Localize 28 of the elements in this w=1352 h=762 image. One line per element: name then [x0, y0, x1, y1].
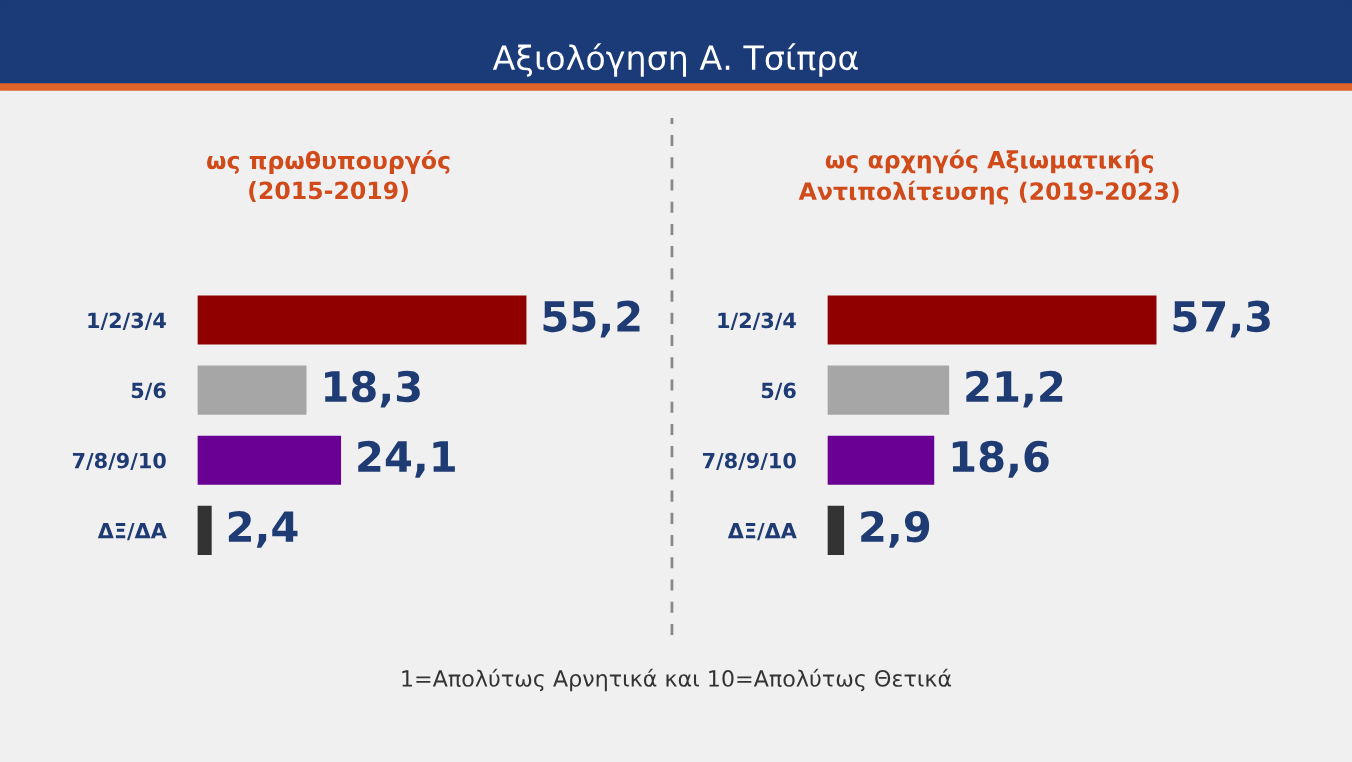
y-tick-label: ΔΞ/ΔΑ — [97, 523, 167, 541]
y-tick-label: 7/8/9/10 — [702, 452, 796, 471]
bar — [197, 295, 527, 345]
bar — [827, 505, 845, 555]
y-tick-label: ΔΞ/ΔΑ — [727, 523, 797, 541]
y-tick-label: 1/2/3/4 — [88, 312, 166, 330]
y-tick-label: 7/8/9/10 — [72, 452, 166, 471]
data-label: 24,1 — [358, 440, 455, 478]
chart-subtitle: ως πρωθυπουργός (2015-2019) — [207, 150, 450, 203]
bar — [827, 295, 1157, 345]
bar — [197, 365, 307, 415]
data-label: 18,6 — [952, 440, 1049, 478]
text: 1=Απολύτως Αρνητικά και 10=Απολύτως Θετικά — [402, 668, 952, 692]
data-label: 21,2 — [966, 370, 1063, 408]
bar — [197, 435, 342, 485]
bar — [827, 365, 950, 415]
bar — [197, 505, 212, 555]
y-tick-label: 5/6 — [761, 382, 796, 400]
data-label: 18,3 — [325, 370, 420, 408]
data-label: 2,9 — [861, 510, 930, 548]
data-label: 2,4 — [228, 510, 298, 548]
y-tick-label: 5/6 — [131, 382, 166, 400]
text: Αξιολόγηση Α. Τσίπρα — [492, 43, 858, 77]
bar — [827, 435, 935, 485]
data-label: 57,3 — [1173, 300, 1270, 338]
data-label: 55,2 — [543, 300, 640, 338]
chart-subtitle: ως αρχηγός Αξιωματικής Αντιπολίτευσης (2019-2023) — [798, 149, 1179, 205]
y-tick-label: 1/2/3/4 — [718, 312, 796, 330]
